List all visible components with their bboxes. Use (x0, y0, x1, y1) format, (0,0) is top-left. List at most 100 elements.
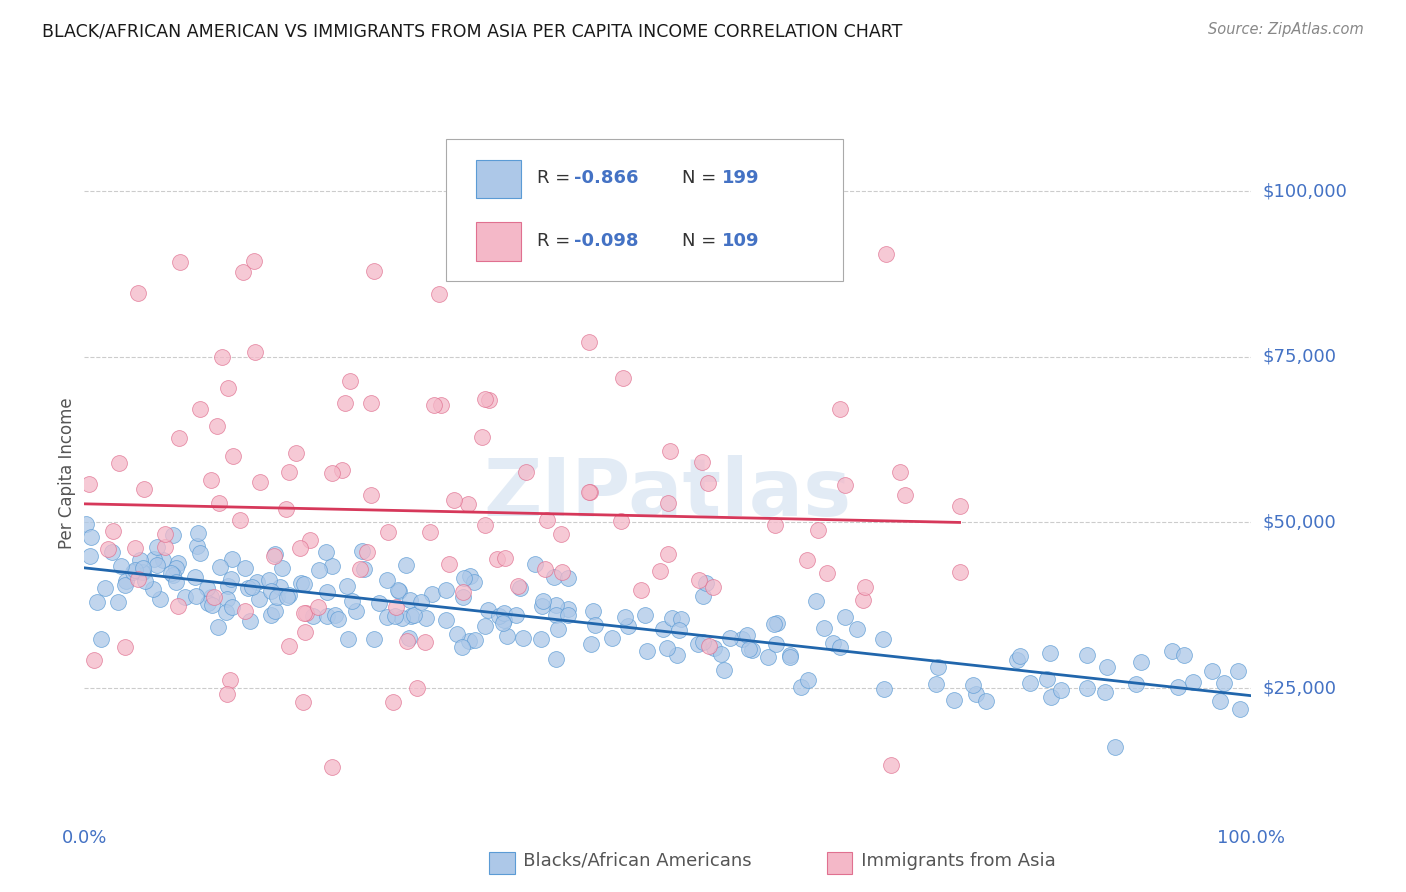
Text: $25,000: $25,000 (1263, 679, 1337, 698)
Point (686, 637, 709, 651)
Point (457, 634, 479, 648)
Point (927, 659, 949, 673)
Point (666, 648, 689, 663)
Text: $75,000: $75,000 (1263, 348, 1337, 366)
Point (1076, 648, 1098, 663)
Point (398, 592, 420, 607)
Point (523, 557, 546, 571)
Point (288, 541, 311, 555)
Point (162, 528, 184, 542)
Point (703, 640, 725, 655)
Point (1213, 675, 1236, 690)
Text: -0.866: -0.866 (575, 169, 638, 187)
Point (165, 575, 187, 590)
Point (266, 590, 288, 604)
Point (492, 606, 515, 620)
Point (169, 255, 191, 269)
Text: R =: R = (537, 169, 576, 187)
Point (197, 596, 219, 610)
Point (1130, 655, 1153, 669)
Point (377, 525, 399, 540)
Point (145, 540, 167, 554)
Point (214, 605, 236, 619)
Point (531, 594, 554, 608)
Point (238, 581, 260, 595)
Point (582, 604, 605, 618)
Point (692, 589, 714, 603)
Point (321, 559, 343, 574)
Point (101, 545, 124, 559)
Point (813, 622, 835, 636)
Point (121, 565, 143, 579)
Point (184, 570, 207, 584)
Point (464, 632, 486, 647)
Point (481, 217, 503, 231)
Point (828, 640, 851, 655)
Point (423, 398, 446, 412)
Point (291, 694, 314, 708)
Point (718, 631, 741, 645)
Point (321, 760, 343, 774)
Point (240, 580, 263, 594)
Point (263, 604, 285, 618)
Point (458, 569, 481, 583)
Point (735, 628, 758, 642)
Point (367, 596, 389, 610)
Bar (477, 222, 520, 260)
Point (422, 587, 444, 601)
Point (406, 681, 429, 695)
Point (578, 485, 600, 500)
Point (648, 564, 671, 578)
Point (925, 677, 948, 691)
Point (353, 562, 375, 576)
Point (688, 573, 710, 587)
Point (1039, 647, 1062, 661)
Point (257, 574, 280, 588)
Point (146, 558, 169, 572)
Point (222, 449, 245, 463)
Point (834, 610, 856, 624)
Point (634, 608, 657, 623)
Point (579, 637, 602, 651)
Text: 199: 199 (721, 169, 759, 187)
Point (731, 632, 754, 647)
Text: ZIPatlas: ZIPatlas (484, 455, 852, 533)
Point (1209, 694, 1232, 708)
Point (845, 622, 868, 636)
Point (326, 612, 349, 626)
Point (200, 590, 222, 604)
Point (439, 557, 461, 571)
Point (600, 631, 623, 645)
Point (167, 431, 190, 445)
Point (186, 590, 208, 604)
Point (612, 371, 634, 385)
Point (134, 574, 156, 588)
Point (763, 518, 786, 533)
Point (243, 344, 266, 359)
Point (1229, 702, 1251, 716)
Point (166, 599, 188, 613)
Point (492, 613, 515, 627)
Point (295, 606, 318, 620)
Point (217, 579, 239, 593)
Point (232, 265, 254, 279)
Point (83, 653, 105, 667)
Point (451, 590, 474, 604)
Point (630, 582, 652, 597)
Point (544, 607, 567, 622)
Point (108, 456, 131, 470)
Point (260, 608, 283, 623)
Point (415, 611, 437, 625)
Point (1167, 681, 1189, 695)
Point (188, 546, 211, 560)
Point (307, 599, 329, 614)
Point (302, 608, 325, 623)
Point (321, 466, 343, 480)
Point (779, 649, 801, 664)
Point (852, 593, 875, 607)
Point (290, 576, 312, 591)
Point (823, 636, 845, 650)
Point (131, 565, 153, 579)
Point (263, 549, 285, 563)
Point (496, 629, 519, 643)
